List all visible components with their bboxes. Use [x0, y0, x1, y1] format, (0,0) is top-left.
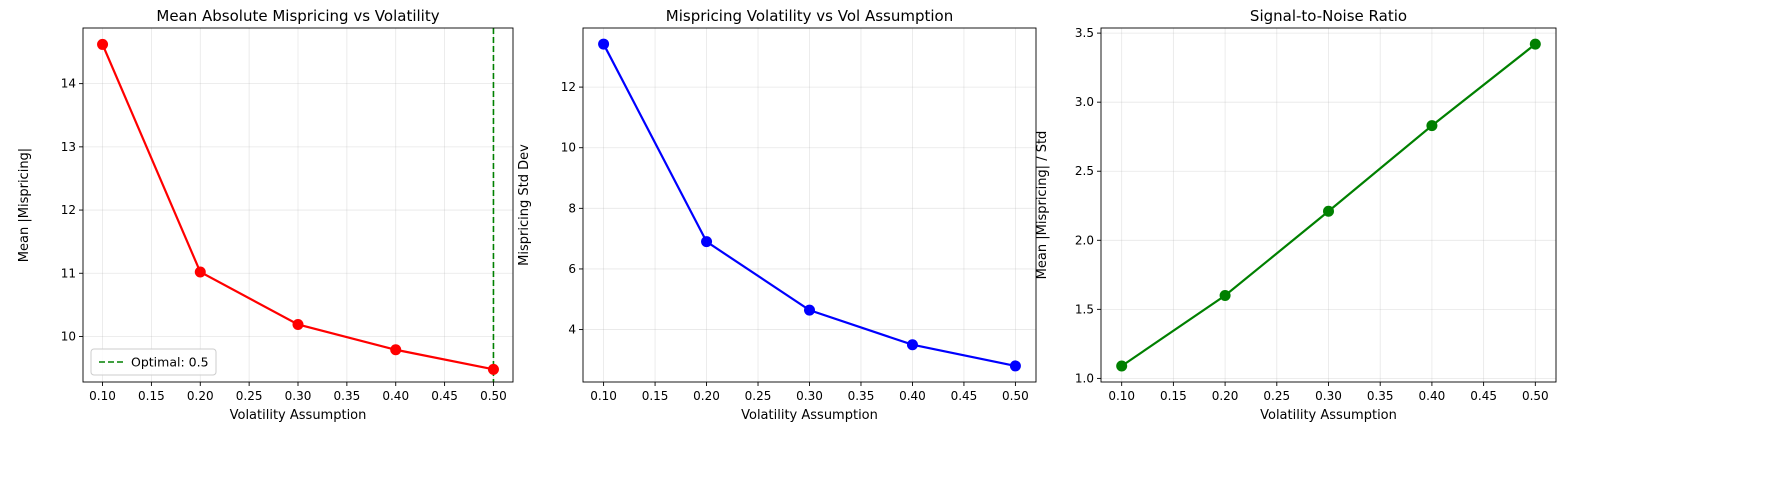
- x-tick-label: 0.40: [382, 389, 409, 403]
- y-tick-label: 12: [561, 80, 576, 94]
- x-tick-label: 0.35: [1367, 389, 1394, 403]
- x-tick-label: 0.45: [431, 389, 458, 403]
- x-axis-label: Volatility Assumption: [230, 408, 367, 423]
- data-point: [1323, 205, 1334, 217]
- data-point: [1219, 290, 1231, 302]
- x-axis-label: Volatility Assumption: [741, 408, 878, 423]
- x-tick-label: 0.35: [334, 389, 361, 403]
- y-axis-label: Mean |Mispricing| / Std: [1035, 131, 1050, 280]
- data-point: [1426, 120, 1438, 132]
- x-tick-label: 0.35: [848, 389, 875, 403]
- legend-box: [90, 348, 217, 376]
- x-tick-label: 0.30: [1315, 389, 1342, 403]
- data-point: [194, 266, 206, 278]
- chart-panel-3: 0.10 0.15 0.20 0.25 0.30 0.35 0.40 0.45 0.50 1.0 1…: [1035, 7, 1557, 423]
- y-tick-label: 3.0: [1075, 95, 1094, 109]
- y-axis-label: Mispricing Std Dev: [517, 144, 532, 266]
- y-tick-label: 1.0: [1075, 371, 1094, 385]
- data-point: [292, 318, 304, 330]
- y-tick-label: 10: [561, 141, 576, 155]
- data-point: [701, 236, 713, 248]
- y-tick-label: 8: [568, 201, 576, 215]
- x-tick-label: 0.25: [745, 389, 772, 403]
- y-tick-label: 4: [568, 323, 576, 337]
- x-tick-label: 0.10: [1108, 389, 1135, 403]
- legend: Optimal: 0.5: [90, 348, 217, 376]
- y-axis-label: Mean |Mispricing|: [17, 148, 32, 262]
- data-point: [804, 304, 815, 316]
- x-tick-label: 0.40: [899, 389, 926, 403]
- x-tick-label: 0.45: [951, 389, 978, 403]
- y-tick-label: 6: [568, 262, 576, 276]
- x-tick-label: 0.40: [1419, 389, 1446, 403]
- y-tick-label: 10: [61, 329, 76, 343]
- x-tick-label: 0.15: [642, 389, 669, 403]
- y-tick-label: 3.5: [1075, 26, 1094, 40]
- data-point: [97, 38, 109, 50]
- y-tick-label: 13: [61, 140, 76, 154]
- data-point: [487, 363, 499, 375]
- chart-panel-1: 0.10 0.15 0.20 0.25 0.30 0.35 0.40 0.45 0.50 10 11…: [17, 7, 514, 423]
- x-tick-label: 0.10: [590, 389, 617, 403]
- x-tick-label: 0.10: [89, 389, 116, 403]
- x-tick-label: 0.30: [796, 389, 823, 403]
- x-tick-label: 0.45: [1470, 389, 1497, 403]
- y-tick-label: 2.5: [1075, 164, 1094, 178]
- y-tick-label: 2.0: [1075, 233, 1094, 247]
- chart-title: Signal-to-Noise Ratio: [1250, 7, 1407, 25]
- y-tick-label: 12: [61, 203, 76, 217]
- data-point: [1116, 360, 1128, 372]
- data-point: [906, 339, 918, 351]
- data-point: [598, 38, 610, 50]
- data-point: [1529, 38, 1541, 50]
- legend-label: Optimal: 0.5: [131, 355, 209, 370]
- y-tick-label: 14: [61, 77, 76, 91]
- y-tick-label: 1.5: [1075, 302, 1094, 316]
- x-tick-label: 0.50: [1522, 389, 1549, 403]
- x-tick-label: 0.20: [1212, 389, 1239, 403]
- y-tick-label: 11: [61, 266, 76, 280]
- x-tick-label: 0.15: [138, 389, 165, 403]
- chart-title: Mispricing Volatility vs Vol Assumption: [666, 7, 953, 25]
- x-tick-label: 0.20: [187, 389, 214, 403]
- x-tick-label: 0.30: [285, 389, 312, 403]
- data-point: [1009, 360, 1021, 372]
- x-axis-label: Volatility Assumption: [1260, 408, 1397, 423]
- x-tick-label: 0.15: [1160, 389, 1187, 403]
- data-point: [390, 344, 402, 356]
- x-tick-label: 0.50: [480, 389, 507, 403]
- x-tick-label: 0.50: [1002, 389, 1029, 403]
- chart-title: Mean Absolute Mispricing vs Volatility: [156, 7, 439, 25]
- x-tick-label: 0.25: [1263, 389, 1290, 403]
- x-tick-label: 0.25: [236, 389, 263, 403]
- x-tick-label: 0.20: [693, 389, 720, 403]
- chart-panel-2: 0.10 0.15 0.20 0.25 0.30 0.35 0.40 0.45 0.50 4 6 8 1…: [517, 7, 1037, 423]
